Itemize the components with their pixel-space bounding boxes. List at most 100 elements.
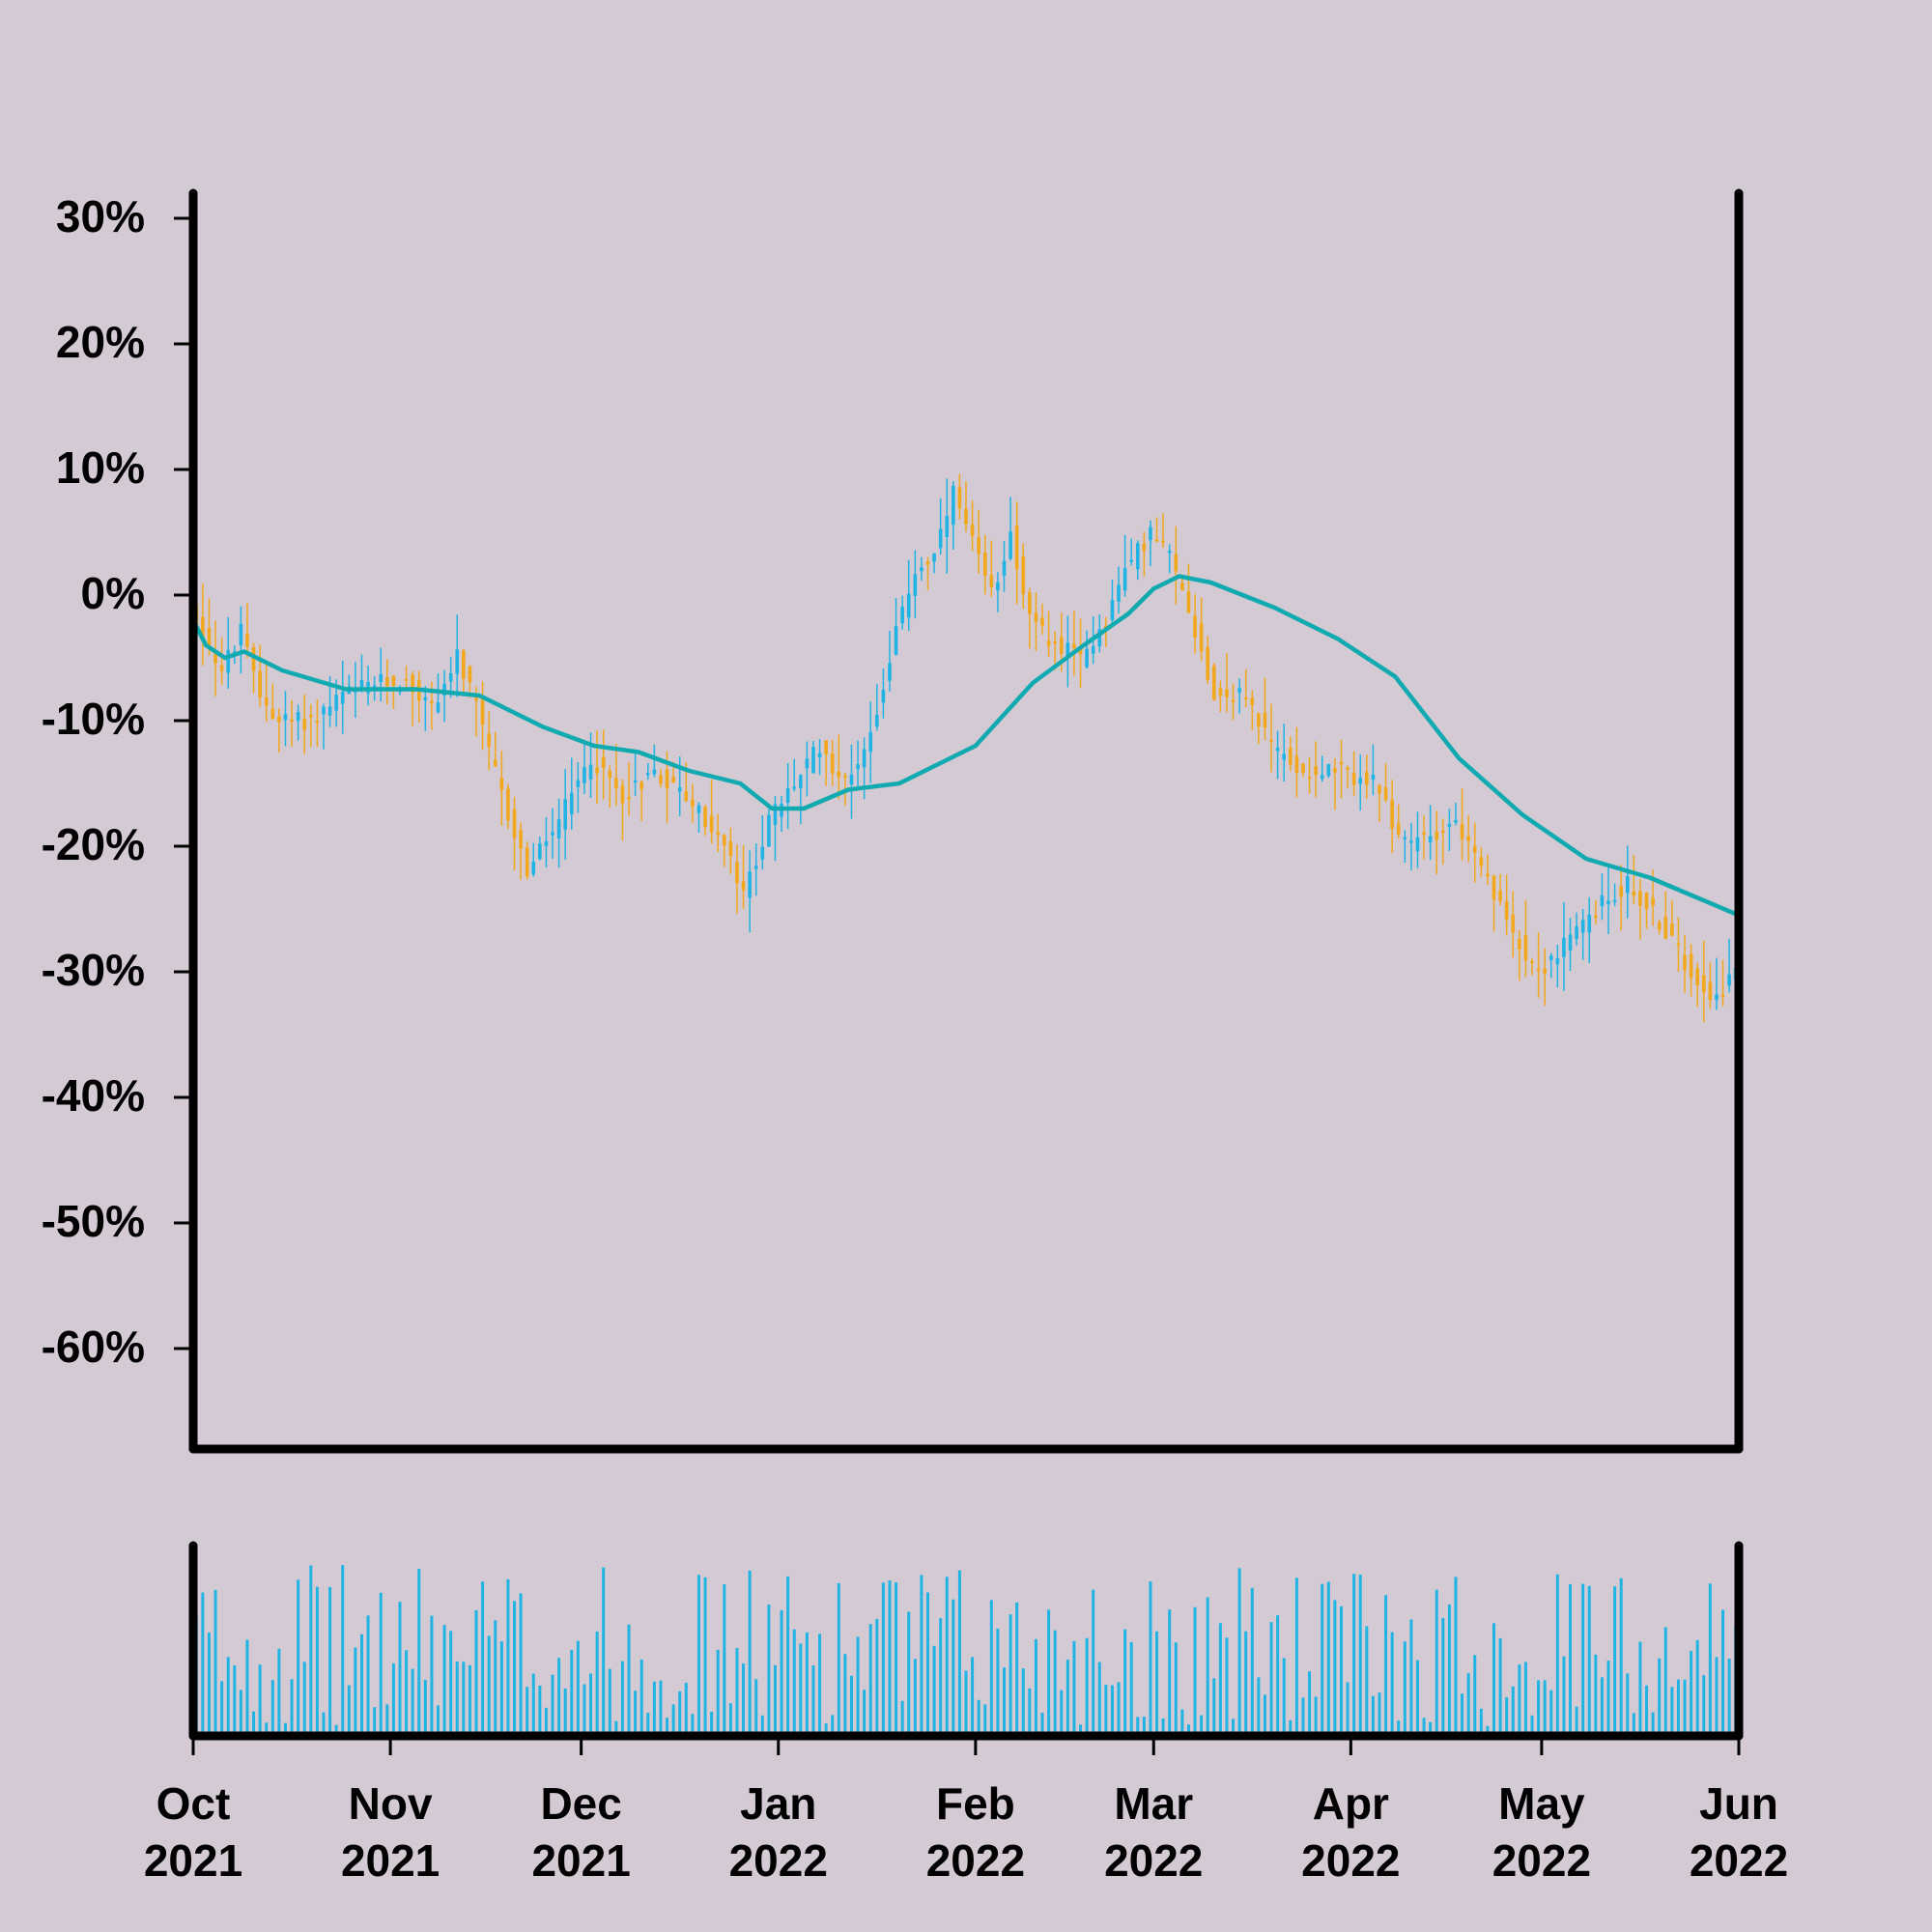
volume-bar [748,1570,752,1736]
volume-bar [207,1633,211,1736]
candle-body [1504,901,1509,921]
volume-bar [1523,1662,1527,1736]
candle-body [404,678,409,681]
candle-body [652,769,657,775]
candle-body [906,593,911,618]
volume-bar [1244,1631,1248,1736]
volume-bar [233,1665,237,1736]
candle-body [1161,540,1165,543]
candle-body [232,651,237,654]
volume-bar [1097,1662,1101,1736]
x-tick-year: 2022 [1690,1835,1788,1886]
candle-body [264,696,269,706]
candle-body [1530,960,1534,963]
candle-body [1142,544,1147,552]
candle-body [1186,591,1191,613]
candle-body [1085,648,1089,668]
candle-body [1523,934,1528,961]
volume-bar [1606,1661,1610,1736]
volume-bar [1397,1720,1401,1736]
volume-bar [265,1722,269,1736]
candle-body [1326,764,1331,777]
volume-bar [462,1662,466,1736]
volume-bar [1003,1667,1007,1736]
candle-body [608,770,612,779]
candle-body [1447,823,1452,827]
candle-body [964,508,968,525]
volume-bar [1123,1629,1127,1736]
x-tick-year: 2021 [531,1835,630,1886]
volume-bar [526,1687,529,1736]
candle-body [499,778,504,790]
volume-bar [595,1631,599,1736]
candle-body [1720,994,1725,997]
candle-body [334,695,338,711]
candle-body [805,758,810,769]
volume-bar [1683,1679,1687,1736]
volume-bar [742,1663,746,1736]
candle-body [1568,934,1573,952]
candle-body [665,769,669,789]
volume-bar [723,1583,726,1736]
volume-bar [1422,1718,1426,1736]
candle-body [462,650,466,679]
candle-body [595,767,599,774]
volume-bar [792,1629,796,1736]
candle-body [1021,555,1026,595]
candle-body [1129,559,1134,562]
volume-bar [1695,1639,1699,1736]
volume-bar [1537,1680,1541,1736]
candle-body [767,814,771,847]
candle-body [1644,893,1649,910]
volume-bar [913,1659,917,1736]
volume-bar [652,1681,656,1736]
candle-body [1250,697,1255,705]
candle-body [1174,554,1179,572]
candle-body [1536,968,1541,971]
volume-bar [239,1690,242,1736]
volume-bar [1180,1709,1184,1736]
x-tick-month: Apr [1313,1778,1389,1829]
candle-body [709,815,714,833]
candle-body [1708,981,1713,1001]
candle-body [1243,697,1248,700]
volume-bar [837,1582,840,1736]
candle-body [385,677,389,687]
volume-bar [856,1636,860,1736]
volume-bar [1365,1626,1369,1736]
candle-body [728,840,733,857]
volume-bar [544,1707,548,1736]
volume-bar [582,1684,586,1736]
candle-body [1689,953,1693,979]
candle-body [1580,920,1585,933]
candle-body [970,524,975,537]
y-tick-label: -20% [42,819,145,869]
candle-body [1562,937,1566,957]
volume-bar [270,1680,274,1736]
candle-body [544,840,549,846]
candle-body [856,764,860,770]
volume-bar [245,1639,249,1736]
volume-bar [201,1592,205,1736]
candle-body [1154,539,1159,542]
volume-bar [703,1577,707,1736]
volume-bar [290,1679,294,1736]
x-tick-month: May [1498,1778,1585,1829]
candle-body [1683,954,1687,971]
volume-bar [1129,1641,1133,1736]
axes: 30% 20% 10% 0% -10% -20% -30% -40% -50% -60% Oct 20… [42,188,1788,1886]
volume-bar [728,1703,732,1736]
volume-bar [888,1579,892,1736]
y-tick-label: -50% [42,1196,145,1246]
candle-body [1460,823,1464,839]
volume-bar [391,1662,395,1736]
volume-bar [1040,1713,1044,1736]
candle-body [1657,922,1662,930]
candle-body [411,674,414,694]
volume-bar [449,1631,453,1736]
candle-body [982,552,987,576]
candle-body [1211,666,1216,700]
candle-body [716,832,721,836]
volume-bar [691,1714,695,1736]
